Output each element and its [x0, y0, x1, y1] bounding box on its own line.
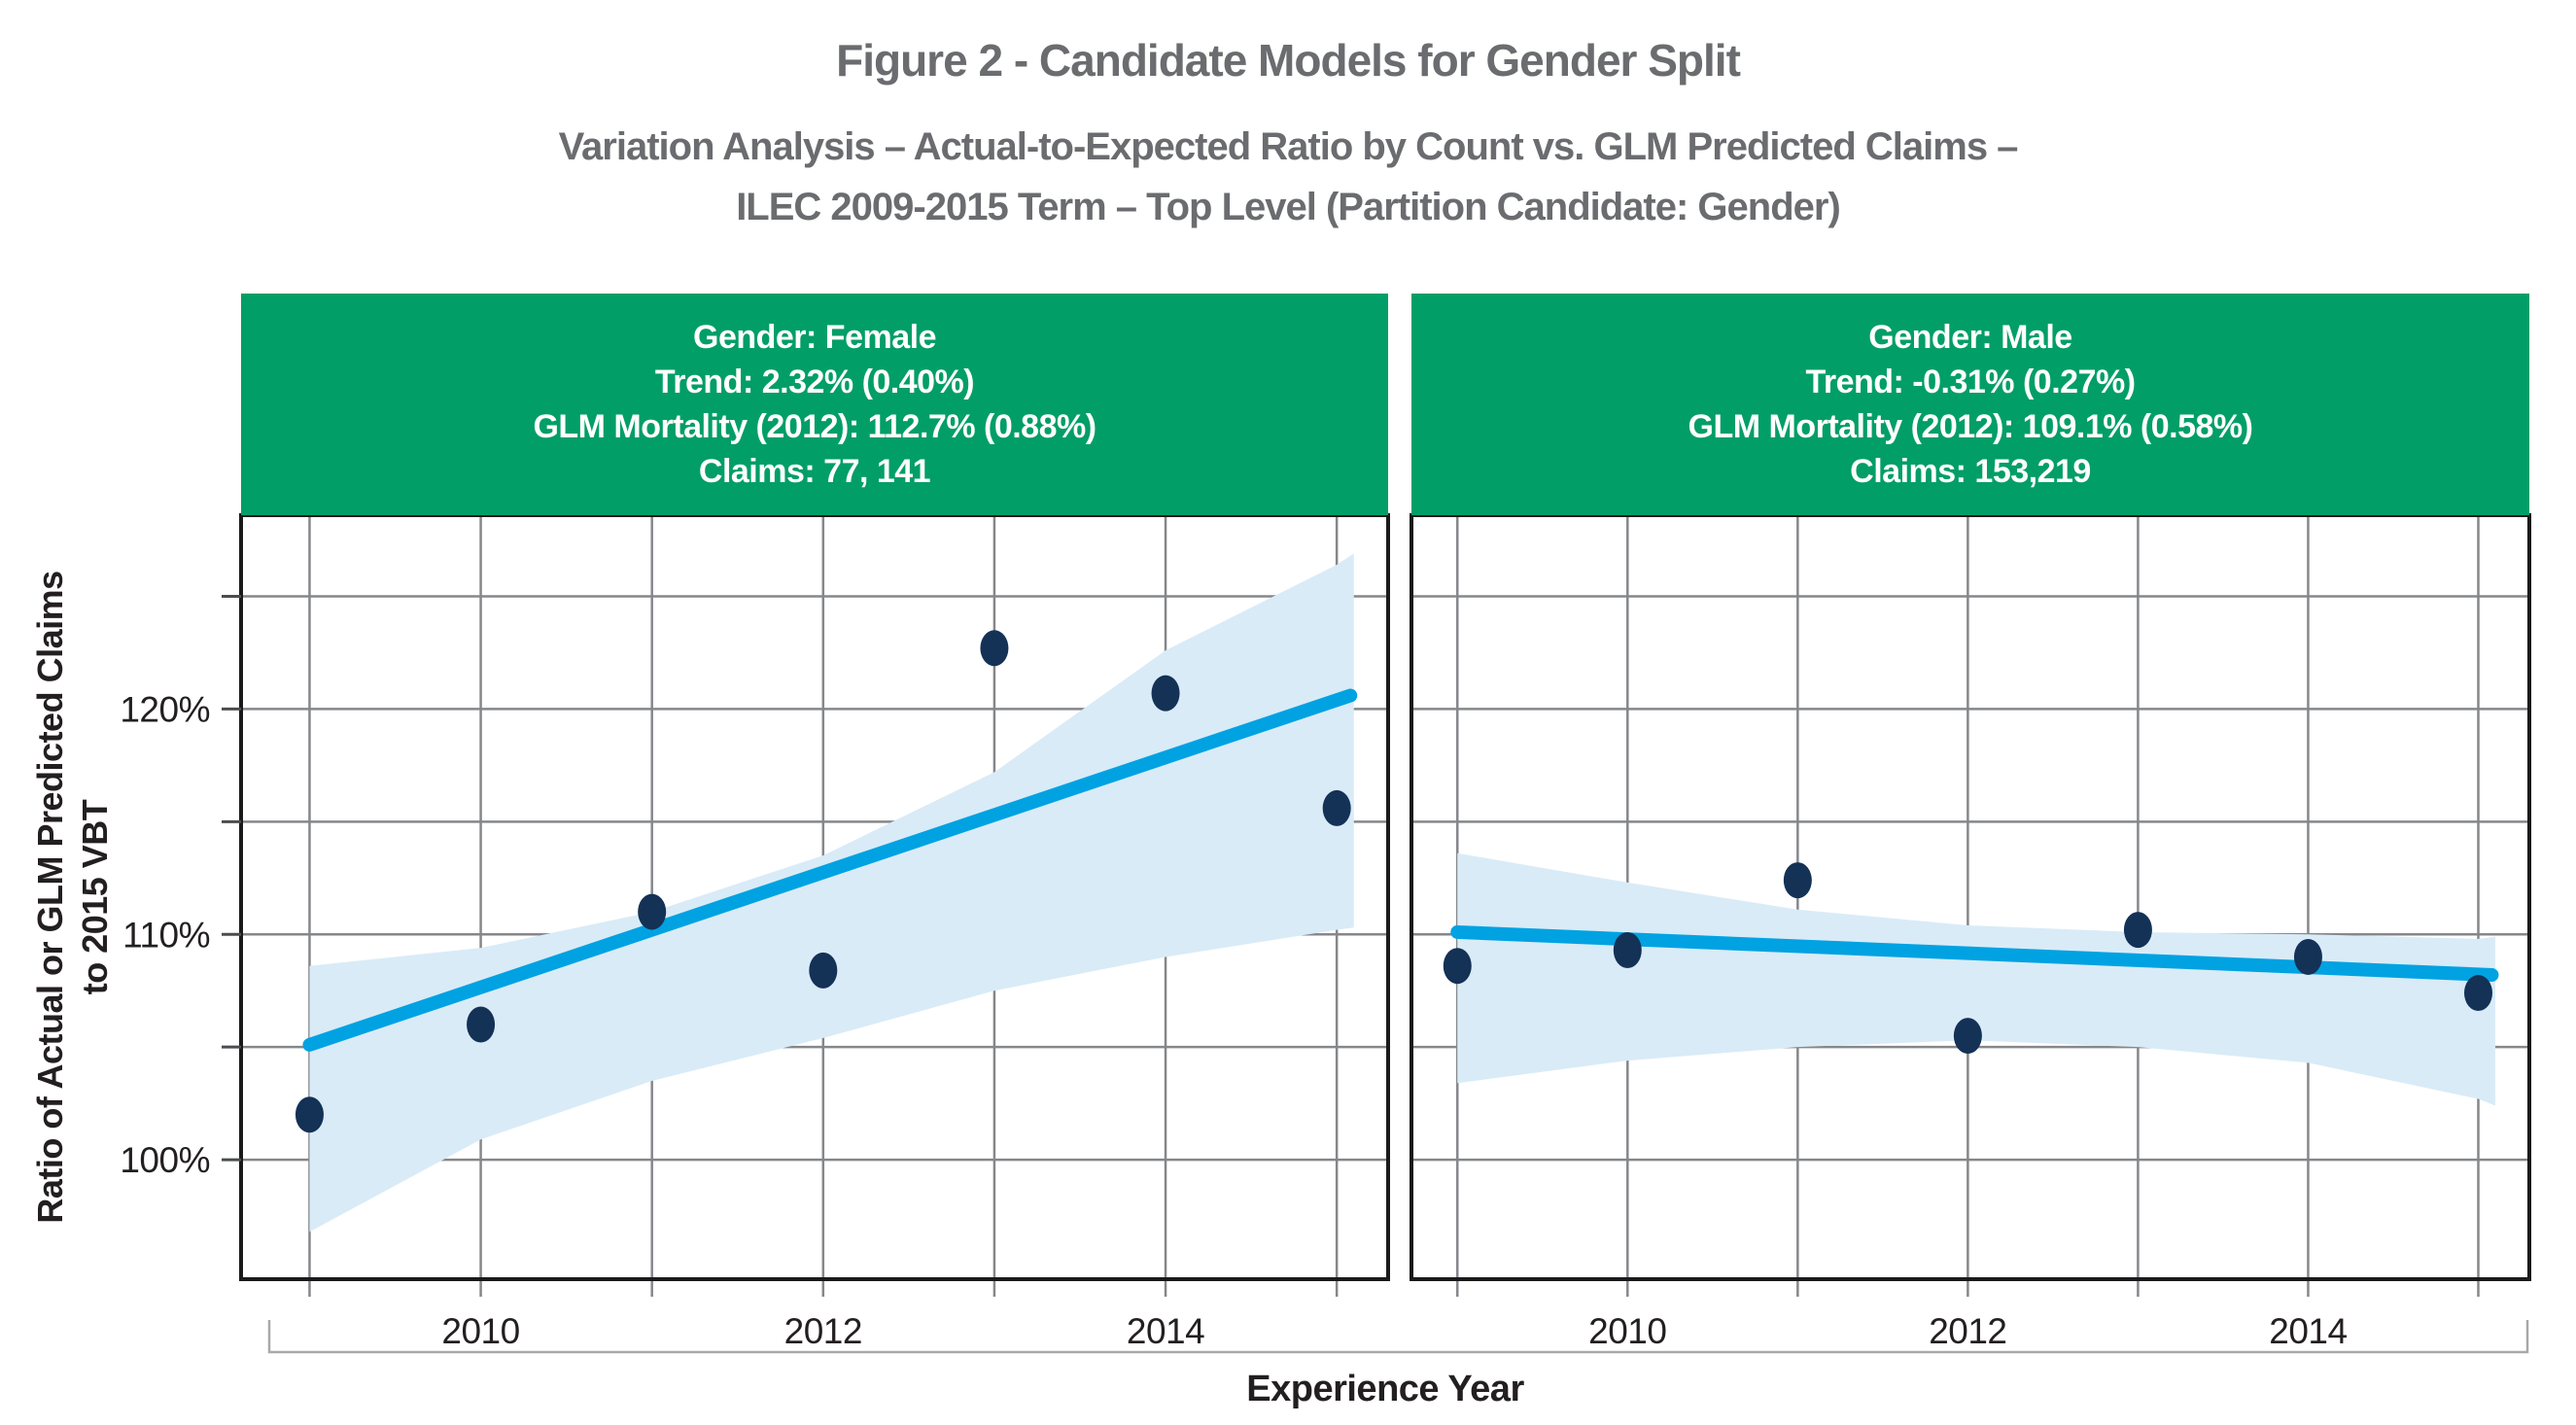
- male-header-trend: Trend: -0.31% (0.27%): [1805, 364, 2136, 400]
- x-tick-label-female-2012: 2012: [784, 1311, 862, 1351]
- y-tick-label-110%: 110%: [122, 915, 210, 955]
- data-point-male-2012: [1953, 1018, 1982, 1055]
- female-header-trend: Trend: 2.32% (0.40%): [654, 364, 975, 400]
- figure-subtitle-line1: Variation Analysis – Actual-to-Expected …: [558, 125, 2019, 168]
- y-tick-label-120%: 120%: [120, 689, 210, 729]
- data-point-female-2015: [1322, 789, 1351, 826]
- confidence-band-male: [1457, 852, 2495, 1106]
- data-point-female-2009: [295, 1096, 324, 1133]
- male-header-gender: Gender: Male: [1868, 319, 2072, 356]
- data-point-male-2013: [2123, 912, 2152, 949]
- data-point-male-2015: [2463, 975, 2492, 1012]
- data-point-female-2013: [980, 630, 1009, 667]
- x-tick-label-male-2014: 2014: [2269, 1311, 2347, 1351]
- y-axis-title-line2: to 2015 VBT: [75, 799, 115, 995]
- data-point-male-2014: [2293, 938, 2322, 975]
- data-point-male-2010: [1613, 931, 1642, 968]
- male-header-claims: Claims: 153,219: [1850, 453, 2091, 490]
- x-axis-bracket: [267, 1320, 2529, 1354]
- figure-title: Figure 2 - Candidate Models for Gender S…: [836, 35, 1741, 86]
- data-point-male-2011: [1783, 862, 1812, 899]
- data-point-female-2011: [638, 893, 667, 930]
- data-point-female-2010: [467, 1006, 496, 1043]
- panel-header-male: Gender: Male Trend: -0.31% (0.27%) GLM M…: [1411, 294, 2529, 515]
- x-tick-label-female-2014: 2014: [1127, 1311, 1204, 1351]
- y-axis-title-line1: Ratio of Actual or GLM Predicted Claims: [30, 571, 70, 1224]
- panel-border-female: [239, 513, 1390, 1281]
- data-point-female-2012: [809, 952, 838, 989]
- panel-border-male: [1410, 513, 2531, 1281]
- x-tick-label-female-2010: 2010: [441, 1311, 519, 1351]
- trend-line-female: [302, 688, 1358, 1052]
- y-axis-title: Ratio of Actual or GLM Predicted Claims …: [28, 440, 118, 1354]
- female-header-claims: Claims: 77, 141: [698, 453, 931, 490]
- female-header-gender: Gender: Female: [693, 319, 936, 356]
- figure-subtitle-line2: ILEC 2009-2015 Term – Top Level (Partiti…: [736, 186, 1841, 228]
- x-axis-title: Experience Year: [1246, 1369, 1524, 1409]
- female-header-glm-mortality: GLM Mortality (2012): 112.7% (0.88%): [533, 408, 1097, 445]
- y-tick-label-100%: 100%: [120, 1140, 210, 1180]
- x-tick-label-male-2010: 2010: [1588, 1311, 1666, 1351]
- x-tick-label-male-2012: 2012: [1929, 1311, 2006, 1351]
- data-point-male-2009: [1443, 948, 1472, 985]
- confidence-band-female: [309, 553, 1354, 1233]
- male-header-glm-mortality: GLM Mortality (2012): 109.1% (0.58%): [1688, 408, 2253, 445]
- data-point-female-2014: [1151, 675, 1180, 712]
- panel-header-female: Gender: Female Trend: 2.32% (0.40%) GLM …: [241, 294, 1388, 515]
